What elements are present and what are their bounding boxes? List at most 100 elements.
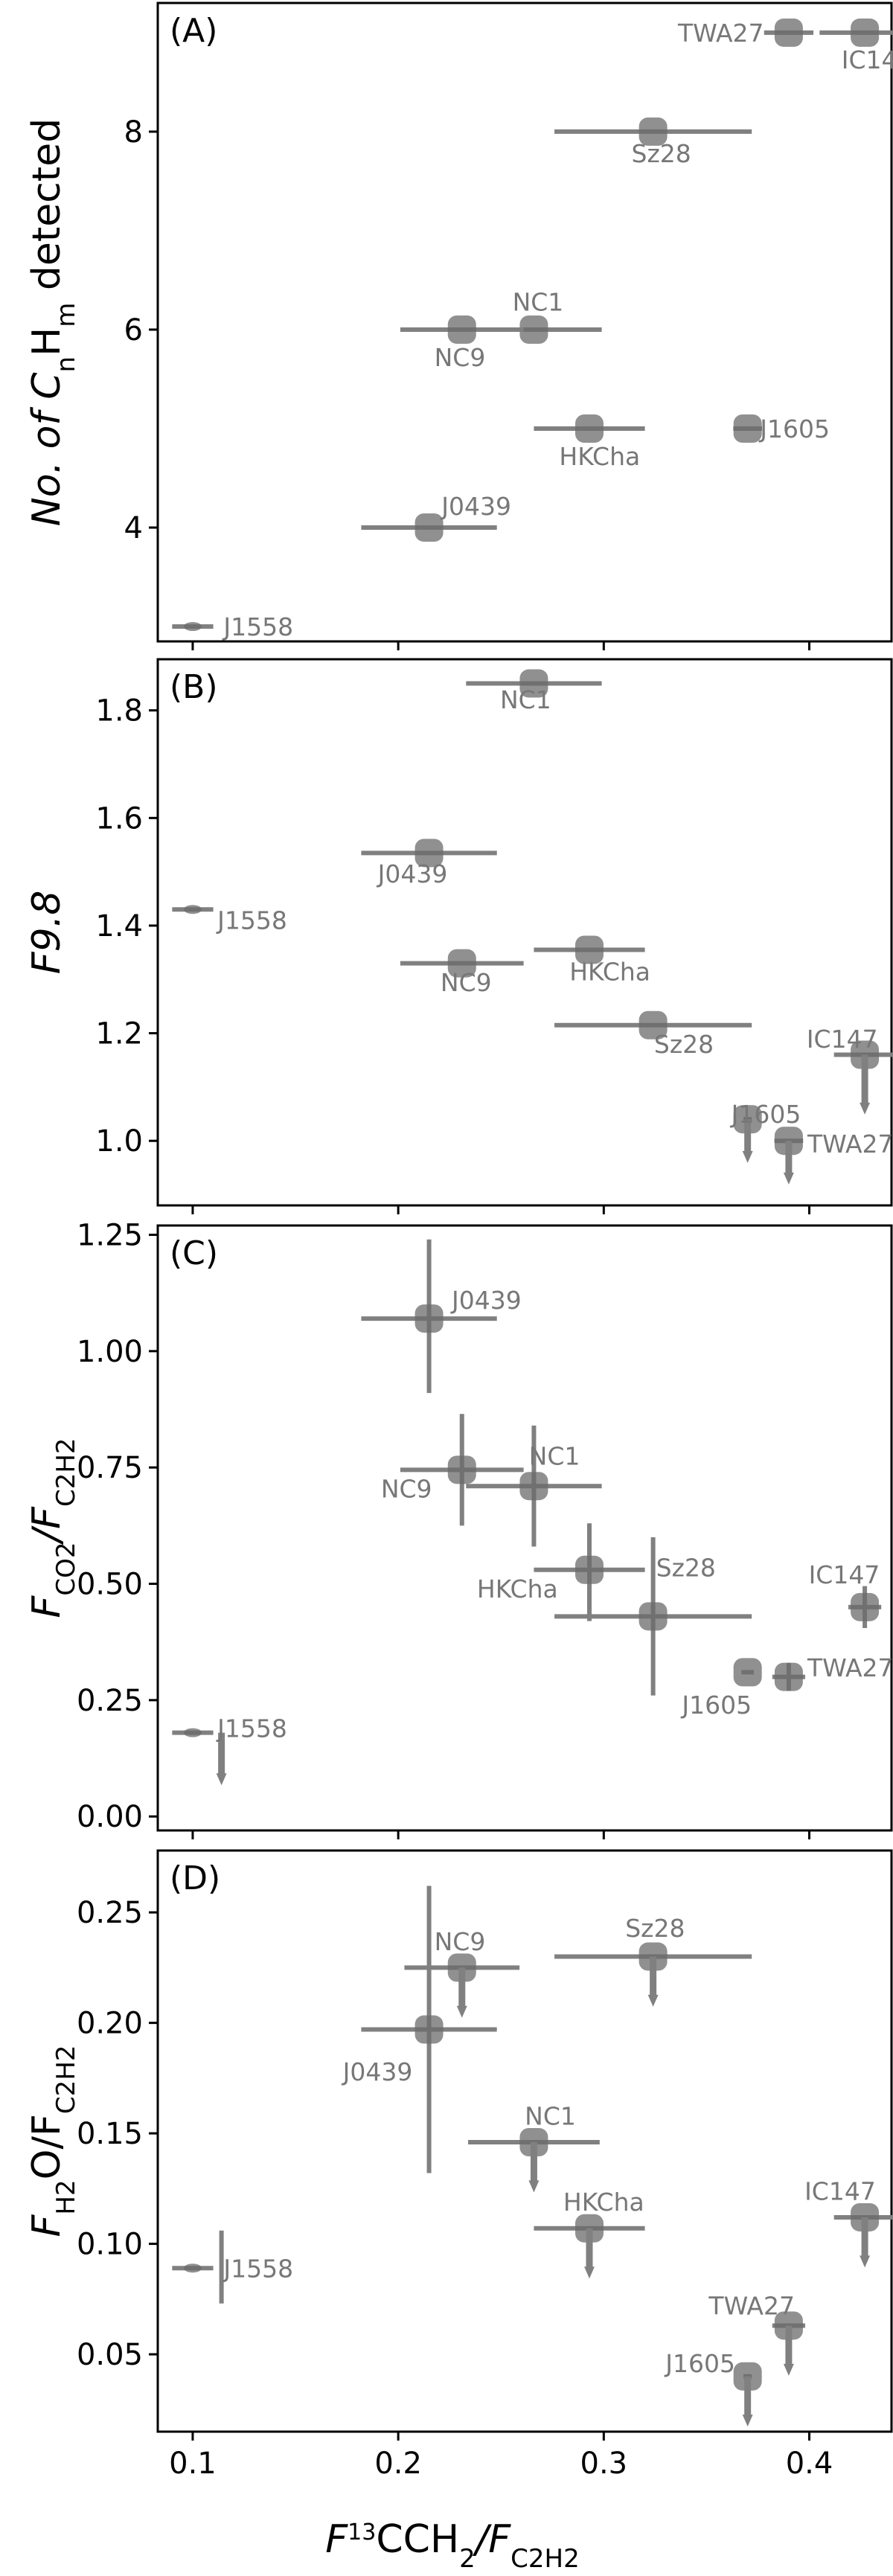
data-marker: [183, 2263, 202, 2273]
data-point-j1605: J1605: [664, 2349, 762, 2427]
point-label: J1558: [216, 1714, 287, 1743]
label-part: C: [51, 1489, 81, 1507]
y-tick-label: 1.6: [95, 801, 143, 836]
point-label: Sz28: [654, 1030, 714, 1059]
data-marker: [447, 1455, 476, 1484]
point-label: NC9: [381, 1474, 432, 1503]
data-marker: [447, 949, 476, 978]
data-point-ic147: IC147: [807, 1025, 893, 1115]
data-point-j1558: J1558: [172, 1714, 287, 1786]
data-point-j0439: J0439: [342, 1885, 497, 2173]
point-label: J1605: [730, 1100, 801, 1129]
x-tick-label: 0.1: [169, 2447, 217, 2481]
upper-limit-arrow-head: [456, 2005, 467, 2018]
data-marker: [774, 18, 803, 47]
data-point-hkcha: HKCha: [534, 414, 645, 471]
data-point-j0439: J0439: [361, 492, 511, 542]
y-axis-label: FH2O/FC2H2: [25, 2045, 81, 2237]
y-tick-label: 1.0: [95, 1124, 143, 1159]
label-part: C: [51, 2096, 81, 2114]
data-point-sz28: Sz28: [554, 1010, 752, 1059]
label-part: H: [51, 2196, 81, 2215]
point-label: TWA27: [677, 19, 764, 48]
data-marker: [774, 1662, 803, 1691]
y-tick-label: 6: [124, 313, 143, 347]
data-point-ic147: IC147: [809, 1560, 882, 1628]
label-part: H: [51, 1454, 81, 1473]
data-point-j1558: J1558: [172, 612, 293, 641]
point-label: HKCha: [569, 957, 650, 986]
label-part: C: [510, 2544, 528, 2574]
plot-frame: [156, 1, 893, 643]
data-point-twa27: TWA27: [677, 18, 814, 48]
data-point-j1605: J1605: [680, 1658, 762, 1720]
x-tick-label: 0.3: [580, 2447, 628, 2481]
upper-limit-arrow-head: [860, 1102, 871, 1115]
point-label: NC9: [435, 1927, 486, 1956]
data-point-ic147: IC147: [804, 2176, 893, 2268]
point-label: J1605: [664, 2349, 735, 2378]
data-point-hkcha: HKCha: [534, 935, 650, 986]
y-tick-label: 0.50: [77, 1568, 143, 1602]
point-label: J1558: [222, 2254, 293, 2283]
point-label: Sz28: [625, 1914, 685, 1943]
point-label: TWA27: [807, 1130, 893, 1159]
y-tick-label: 0.10: [77, 2228, 143, 2262]
y-axis-label: FCO2/FC2H2: [25, 1438, 81, 1618]
y-tick-label: 4: [124, 511, 143, 545]
label-part: F: [25, 2214, 69, 2237]
x-axis: 0.1 0.2 0.3 0.4 F13CCH2/FC2H2: [169, 2447, 833, 2574]
label-part: detected: [25, 118, 69, 303]
plot-frame: [156, 1849, 893, 2433]
data-marker: [638, 1602, 668, 1631]
upper-limit-arrow-head: [584, 2266, 595, 2279]
point-label: J1558: [216, 906, 287, 935]
label-part: 13: [348, 2519, 376, 2545]
point-label: IC147: [842, 45, 893, 74]
label-part: CCH: [376, 2517, 459, 2562]
panel-label: (D): [170, 1859, 220, 1897]
data-point-sz28: Sz28: [554, 117, 752, 168]
data-point-twa27: TWA27: [708, 2292, 805, 2376]
data-marker: [851, 1592, 880, 1621]
panel-label: (B): [170, 668, 218, 706]
point-label: NC1: [525, 2101, 576, 2130]
data-marker: [447, 315, 476, 344]
label-part: H: [25, 327, 69, 356]
data-marker: [519, 315, 548, 344]
data-point-sz28: Sz28: [554, 1537, 752, 1696]
data-marker: [183, 905, 202, 914]
y-tick-label: 0.25: [77, 1684, 143, 1718]
label-part: 2: [51, 2179, 81, 2196]
data-point-nc1: NC1: [466, 288, 602, 344]
data-point-ic147: IC147: [819, 18, 893, 74]
data-point-nc9: NC9: [400, 315, 524, 372]
data-point-nc9: NC9: [404, 1927, 520, 2018]
data-point-nc1: NC1: [466, 669, 602, 714]
panel-c: 0.000.250.500.751.001.25FCO2/FC2H2(C)J04…: [25, 1219, 893, 1839]
point-label: J0439: [440, 492, 511, 521]
y-tick-label: 0.20: [77, 2007, 143, 2041]
plot-frame: [156, 658, 893, 1207]
point-label: J0439: [377, 859, 448, 888]
y-tick-label: 0.25: [77, 1896, 143, 1930]
x-axis-label: F13CCH2/FC2H2: [325, 2517, 580, 2574]
point-label: J0439: [450, 1286, 522, 1315]
data-marker: [519, 669, 548, 698]
point-label: J1605: [758, 414, 830, 443]
label-part: CO: [51, 1558, 81, 1596]
label-part: F9.8: [25, 891, 69, 975]
label-part: 2: [51, 1473, 81, 1490]
x-tick-label: 0.2: [374, 2447, 422, 2481]
data-point-hkcha: HKCha: [477, 1523, 645, 1621]
data-marker: [733, 1658, 762, 1687]
point-label: NC1: [529, 1442, 580, 1471]
point-label: HKCha: [477, 1574, 558, 1603]
plot-frame: [156, 1224, 893, 1832]
point-label: Sz28: [632, 139, 691, 168]
label-part: O/F: [25, 2114, 69, 2179]
panel-label: (C): [170, 1234, 218, 1272]
point-label: IC147: [809, 1560, 880, 1589]
y-axis-label: No. of CnHm detected: [25, 118, 81, 526]
